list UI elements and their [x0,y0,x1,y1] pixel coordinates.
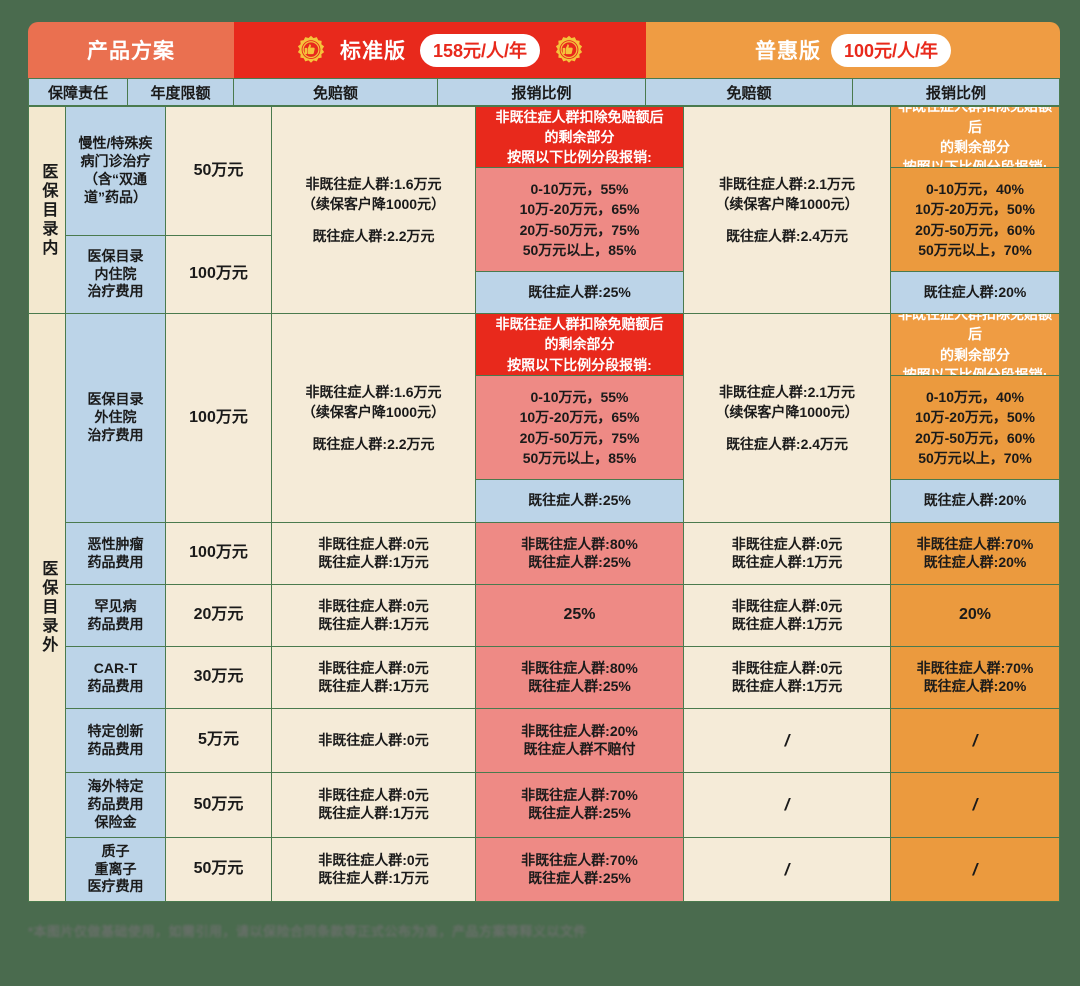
deductible-hui-line2: （续保客户降1000元） [715,196,859,213]
deductible-standard-line2: （续保客户降1000元） [301,196,446,213]
deductible-hui: 非既往症人群:2.1万元 （续保客户降1000元） 既往症人群:2.4万元 [684,314,891,523]
row-name: 医保目录 内住院 治疗费用 [66,236,166,314]
row-limit: 5万元 [166,709,272,773]
deductible-hui: / [684,773,891,838]
hui-plan-price: 100元/人/年 [830,33,952,67]
thumbs-up-medal-icon [297,35,325,63]
deductible-hui-line2: （续保客户降1000元） [715,404,859,421]
group-label-inside: 医保目录内 [28,106,66,314]
row-limit: 100万元 [166,236,272,314]
row-limit: 30万元 [166,647,272,709]
ratio-hui-tiers: 0-10万元，40% 10万-20万元，50% 20万-50万元，60% 50万元以上… [891,376,1060,480]
deductible-standard: 非既往症人群:0元 既往症人群:1万元 [272,773,476,838]
hui-plan-name: 普惠版 [754,40,821,63]
subheader-coverage: 保障责任 [28,78,128,106]
subheader-deductible-hui: 免赔额 [646,78,853,106]
deductible-standard: 非既往症人群:0元 既往症人群:1万元 [272,647,476,709]
ratio-standard-tiers: 0-10万元，55% 10万-20万元，65% 20万-50万元，75% 50万元以上… [476,168,684,272]
table-main-header: 产品方案 标准版 158元/人/年 普惠版 100元/人/年 [28,22,1060,78]
ratio-hui-tiers: 0-10万元，40% 10万-20万元，50% 20万-50万元，60% 50万元以上… [891,168,1060,272]
ratio-standard: 非既往症人群:70% 既往症人群:25% [476,838,684,902]
row-limit: 50万元 [166,838,272,902]
deductible-standard: 非既往症人群:1.6万元 （续保客户降1000元） 既往症人群:2.2万元 [272,106,476,314]
deductible-hui: 非既往症人群:2.1万元 （续保客户降1000元） 既往症人群:2.4万元 [684,106,891,314]
deductible-hui: / [684,709,891,773]
ratio-standard: 非既往症人群:80% 既往症人群:25% [476,523,684,585]
standard-plan-name: 标准版 [339,40,406,63]
row-limit: 20万元 [166,585,272,647]
group-label-outside: 医保目录外 [28,314,66,902]
row-name: 特定创新 药品费用 [66,709,166,773]
subheader-ratio-standard: 报销比例 [438,78,646,106]
row-name: 慢性/特殊疾 病门诊治疗 （含“双通 道”药品） [66,106,166,236]
subheader-deductible-standard: 免赔额 [234,78,438,106]
row-limit: 50万元 [166,106,272,236]
ratio-hui: / [891,709,1060,773]
ratio-standard-tiers: 0-10万元，55% 10万-20万元，65% 20万-50万元，75% 50万元以上… [476,376,684,480]
deductible-standard: 非既往症人群:0元 既往症人群:1万元 [272,523,476,585]
ratio-hui-preexisting: 既往症人群:20% [891,272,1060,314]
deductible-standard-line1: 非既往症人群:1.6万元 [305,176,442,193]
ratio-standard: 非既往症人群:20% 既往症人群不赔付 [476,709,684,773]
ratio-standard-preexisting: 既往症人群:25% [476,272,684,314]
deductible-standard-line3: 既往症人群:2.2万元 [312,435,435,452]
deductible-standard-line2: （续保客户降1000元） [301,404,446,421]
ratio-standard-preexisting: 既往症人群:25% [476,480,684,523]
subheader-annual-limit: 年度限额 [128,78,234,106]
ratio-standard-title: 非既往症人群扣除免赔额后 的剩余部分 按照以下比例分段报销: [476,106,684,168]
thumbs-up-medal-icon [555,35,583,63]
row-name: 海外特定 药品费用 保险金 [66,773,166,838]
header-plan-label: 产品方案 [28,22,234,78]
ratio-hui: / [891,773,1060,838]
deductible-standard-line1: 非既往症人群:1.6万元 [305,384,442,401]
ratio-hui: / [891,838,1060,902]
deductible-standard: 非既往症人群:0元 既往症人群:1万元 [272,838,476,902]
row-name: 质子 重离子 医疗费用 [66,838,166,902]
deductible-standard: 非既往症人群:0元 [272,709,476,773]
deductible-hui: 非既往症人群:0元 既往症人群:1万元 [684,523,891,585]
header-standard-plan: 标准版 158元/人/年 [234,22,646,78]
deductible-standard-line3: 既往症人群:2.2万元 [312,227,435,244]
deductible-hui-line3: 既往症人群:2.4万元 [725,435,849,452]
row-name: 医保目录 外住院 治疗费用 [66,314,166,523]
ratio-standard-title: 非既往症人群扣除免赔额后 的剩余部分 按照以下比例分段报销: [476,314,684,376]
header-hui-plan: 普惠版 100元/人/年 [646,22,1060,78]
subheader-ratio-hui: 报销比例 [853,78,1060,106]
row-name: 罕见病 药品费用 [66,585,166,647]
table-body: 医保目录内 医保目录外 慢性/特殊疾 病门诊治疗 （含“双通 道”药品） 50万元 非… [28,106,1060,902]
deductible-hui-line3: 既往症人群:2.4万元 [725,227,849,244]
ratio-hui-preexisting: 既往症人群:20% [891,480,1060,523]
deductible-hui-line1: 非既往症人群:2.1万元 [718,176,856,193]
deductible-standard: 非既往症人群:1.6万元 （续保客户降1000元） 既往症人群:2.2万元 [272,314,476,523]
ratio-hui: 20% [891,585,1060,647]
plan-label-text: 产品方案 [87,40,175,63]
ratio-standard: 25% [476,585,684,647]
footnote-disclaimer: *本图片仅做基础使用，如需引用，请以保险合同条款等正式公布为准，产品方案等释义以… [28,924,588,939]
deductible-standard: 非既往症人群:0元 既往症人群:1万元 [272,585,476,647]
row-limit: 50万元 [166,773,272,838]
deductible-hui: / [684,838,891,902]
ratio-hui-title: 非既往症人群扣除免赔额后的剩余部分按照以下比例分段报销: [891,106,1060,168]
deductible-hui: 非既往症人群:0元 既往症人群:1万元 [684,647,891,709]
row-limit: 100万元 [166,314,272,523]
row-name: 恶性肿瘤 药品费用 [66,523,166,585]
row-name: CAR-T 药品费用 [66,647,166,709]
deductible-hui-line1: 非既往症人群:2.1万元 [718,384,856,401]
ratio-standard: 非既往症人群:70% 既往症人群:25% [476,773,684,838]
ratio-hui: 非既往症人群:70% 既往症人群:20% [891,523,1060,585]
table-sub-header: 保障责任 年度限额 免赔额 报销比例 免赔额 报销比例 [28,78,1060,106]
deductible-hui: 非既往症人群:0元 既往症人群:1万元 [684,585,891,647]
standard-plan-price: 158元/人/年 [419,33,541,67]
ratio-standard: 非既往症人群:80% 既往症人群:25% [476,647,684,709]
ratio-hui: 非既往症人群:70% 既往症人群:20% [891,647,1060,709]
row-limit: 100万元 [166,523,272,585]
